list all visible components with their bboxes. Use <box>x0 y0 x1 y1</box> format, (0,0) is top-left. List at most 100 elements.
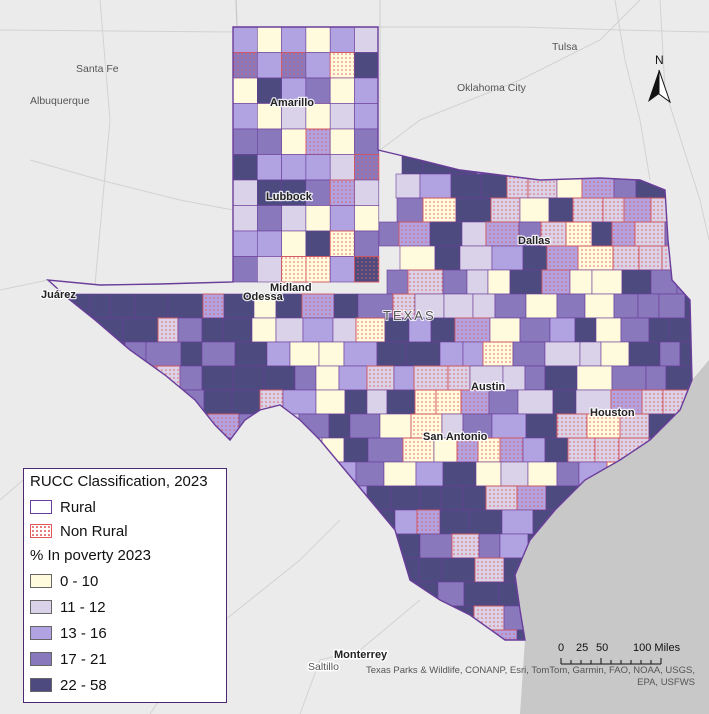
county <box>95 413 122 439</box>
county-nonrural-overlay <box>281 52 307 79</box>
county <box>517 389 554 415</box>
county <box>329 205 355 232</box>
county <box>169 437 194 463</box>
county-nonrural-overlay <box>402 437 435 463</box>
county <box>265 629 287 640</box>
county <box>376 341 407 367</box>
county <box>595 317 622 343</box>
county <box>329 77 355 104</box>
county <box>388 605 425 631</box>
scale-label-100: 100 Miles <box>633 642 681 654</box>
county-nonrural-overlay <box>612 245 640 271</box>
county <box>613 293 639 319</box>
county <box>450 605 475 631</box>
legend-label-nonrural: Non Rural <box>60 522 128 540</box>
county <box>73 437 97 463</box>
county <box>48 317 63 343</box>
county <box>312 605 346 631</box>
county-nonrural-overlay <box>305 128 331 155</box>
county <box>354 103 380 130</box>
legend-swatch-nonrural <box>30 524 52 538</box>
county <box>488 389 519 415</box>
county <box>232 256 258 283</box>
county <box>437 581 465 607</box>
county <box>525 293 558 319</box>
county <box>469 365 504 391</box>
county <box>48 389 72 415</box>
county <box>659 341 681 367</box>
county <box>48 437 75 463</box>
county <box>222 317 253 343</box>
county <box>466 269 489 295</box>
county <box>556 461 580 487</box>
county <box>305 52 331 79</box>
county <box>281 103 307 130</box>
county-nonrural-overlay <box>398 221 431 247</box>
county <box>552 389 577 415</box>
county <box>522 437 546 463</box>
county-nonrural-overlay <box>634 221 666 247</box>
county <box>394 509 418 535</box>
county <box>522 245 548 271</box>
county <box>222 437 245 463</box>
county <box>428 629 464 640</box>
county <box>461 221 487 247</box>
county <box>123 365 158 391</box>
scale-label-25: 25 <box>576 642 588 654</box>
county <box>286 581 308 607</box>
county <box>232 103 258 130</box>
major-city-labels: Amarillo Lubbock Midland Odessa Juárez D… <box>40 96 636 663</box>
county-nonrural-overlay <box>572 197 604 223</box>
county <box>671 197 692 223</box>
county <box>256 154 282 181</box>
county <box>366 389 388 415</box>
county-nonrural-overlay <box>355 317 386 343</box>
county <box>423 605 452 631</box>
county <box>305 205 331 232</box>
county <box>597 149 631 175</box>
city-label-tulsa: Tulsa <box>552 41 577 53</box>
county <box>684 221 692 247</box>
outside-city-labels: Santa Fe Albuquerque Oklahoma City Tulsa… <box>30 41 577 675</box>
legend-class-4: 22 - 58 <box>30 674 226 696</box>
city-label-amarillo: Amarillo <box>270 97 314 109</box>
county <box>434 245 461 271</box>
legend-label-class-4: 22 - 58 <box>60 676 107 694</box>
city-label-midland: Midland <box>270 282 312 294</box>
county <box>429 221 463 247</box>
county-nonrural-overlay <box>623 197 652 223</box>
county <box>238 413 266 439</box>
county-nonrural-overlay <box>447 365 471 391</box>
county <box>394 533 421 559</box>
county <box>290 605 314 631</box>
county <box>502 149 538 175</box>
county <box>264 413 300 439</box>
legend-swatch-class-1 <box>30 600 52 614</box>
county-nonrural-overlay <box>264 509 301 535</box>
county-nonrural-overlay <box>451 533 480 559</box>
county-nonrural-overlay <box>157 317 179 343</box>
county <box>354 179 380 206</box>
county <box>240 509 266 535</box>
county <box>536 149 571 175</box>
county <box>343 341 378 367</box>
county <box>500 461 529 487</box>
county-nonrural-overlay <box>490 197 521 223</box>
county <box>399 245 436 271</box>
county <box>637 293 660 319</box>
scale-label-50: 50 <box>596 642 608 654</box>
county-nonrural-overlay <box>611 221 636 247</box>
county <box>328 581 361 607</box>
county <box>462 629 486 640</box>
north-arrow-label: N <box>655 53 664 67</box>
county-nonrural-overlay <box>569 149 599 175</box>
county <box>386 389 416 415</box>
legend-class-2: 13 - 16 <box>30 622 226 644</box>
county <box>342 533 373 559</box>
county-nonrural-overlay <box>602 197 625 223</box>
county <box>201 365 234 391</box>
county <box>122 317 159 343</box>
county <box>694 198 709 222</box>
legend-swatch-rural <box>30 500 52 514</box>
county <box>234 341 268 367</box>
